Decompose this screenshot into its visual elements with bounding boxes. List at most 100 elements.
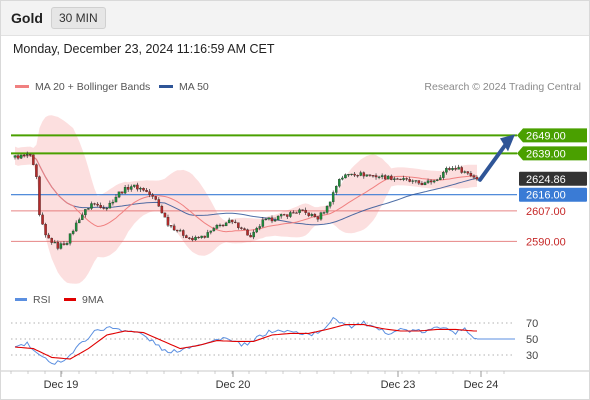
- timeframe-button[interactable]: 30 MIN: [51, 7, 106, 29]
- candle-body: [359, 172, 362, 176]
- candle-body: [270, 217, 274, 222]
- candle-body: [282, 214, 286, 216]
- x-tick-label: Dec 20: [216, 379, 251, 391]
- candle-body: [19, 154, 23, 159]
- candle-body: [466, 171, 470, 174]
- candle-body: [442, 172, 445, 178]
- candle-body: [151, 194, 154, 197]
- candle-body: [396, 178, 399, 180]
- candle-body: [206, 232, 210, 238]
- candle-body: [292, 212, 295, 214]
- x-tick-label: Dec 23: [381, 379, 416, 391]
- candle-body: [160, 205, 164, 214]
- candle-body: [463, 171, 467, 173]
- candle-body: [341, 177, 344, 180]
- candle-body: [84, 209, 87, 216]
- candle-body: [178, 230, 182, 232]
- candle-body: [166, 217, 170, 226]
- candle-body: [356, 175, 359, 177]
- level-labels-layer: 2649.00 2639.00 2624.86 2616.00 2607.00 2590.…: [517, 128, 587, 248]
- legend-9ma: 9MA: [64, 294, 104, 306]
- candle-body: [310, 214, 314, 216]
- candle-body: [286, 214, 289, 217]
- instrument-title: Gold: [11, 10, 43, 26]
- candle-body: [35, 164, 38, 177]
- candle-body: [41, 214, 44, 225]
- candle-body: [209, 230, 213, 233]
- candle-body: [368, 174, 372, 176]
- candle-body: [221, 224, 225, 227]
- rsi-ma9-line: [14, 324, 477, 360]
- candle-body: [417, 180, 421, 184]
- chart-header: Gold 30 MIN: [1, 1, 589, 36]
- candle-body: [38, 176, 41, 216]
- candle-body: [163, 212, 167, 218]
- candle-body: [47, 234, 50, 239]
- resistance-2-label: 2639.00: [526, 148, 566, 160]
- candle-body: [408, 179, 411, 182]
- candle-body: [335, 185, 338, 193]
- candle-body: [267, 217, 271, 220]
- candle-body: [371, 175, 375, 177]
- candle-body: [22, 154, 26, 156]
- candle-body: [319, 212, 323, 220]
- bollinger-band: [15, 115, 477, 284]
- candle-body: [377, 176, 381, 178]
- candle-body: [258, 226, 262, 229]
- candle-body: [188, 237, 191, 239]
- candle-body: [374, 175, 378, 178]
- candle-body: [380, 175, 384, 178]
- candle-body: [365, 174, 369, 177]
- candle-body: [111, 201, 115, 204]
- candle-body: [194, 236, 197, 241]
- candle-body: [432, 180, 436, 183]
- candle-body: [157, 199, 161, 207]
- candle-body: [182, 230, 185, 236]
- legend-ma50: MA 50: [159, 81, 209, 93]
- candle-body: [460, 167, 463, 173]
- candle-body: [126, 187, 130, 190]
- candle-body: [439, 177, 442, 180]
- candle-body: [322, 212, 326, 214]
- candle-body: [469, 173, 473, 176]
- candle-body: [289, 212, 292, 217]
- candle-body: [420, 183, 424, 186]
- rsi-level-label-30: 30: [526, 350, 538, 362]
- candle-body: [56, 242, 60, 249]
- candle-body: [252, 231, 255, 238]
- candle-body: [81, 214, 84, 220]
- chart-datetime: Monday, December 23, 2024 11:16:59 AM CE…: [13, 42, 275, 56]
- candle-body: [105, 208, 109, 210]
- candle-body: [203, 235, 206, 238]
- candle-body: [53, 242, 57, 244]
- candle-body: [13, 155, 17, 158]
- candle-body: [120, 191, 124, 194]
- candle-body: [29, 154, 32, 156]
- candle-body: [102, 207, 105, 209]
- candle-body: [237, 222, 240, 228]
- candle-body: [65, 243, 69, 245]
- support-2-label: 2590.00: [526, 236, 566, 248]
- candle-body: [215, 225, 219, 229]
- legend-ma20-label: MA 20 + Bollinger Bands: [35, 81, 151, 93]
- candle-body: [133, 184, 136, 187]
- candle-body: [475, 177, 479, 180]
- x-tick-label: Dec 19: [44, 379, 79, 391]
- candle-body: [62, 243, 66, 245]
- candle-body: [145, 190, 148, 192]
- candle-body: [362, 172, 366, 177]
- candle-body: [234, 221, 237, 223]
- forecast-arrow-layer: [478, 134, 515, 182]
- candle-body: [240, 227, 243, 229]
- candle-body: [472, 175, 476, 178]
- legend-ma20-bollinger: MA 20 + Bollinger Bands: [15, 81, 150, 93]
- rsi-panel: 70 50 30: [11, 316, 538, 365]
- candle-body: [130, 186, 133, 190]
- candle-body: [99, 205, 102, 208]
- ma20-line: [14, 155, 478, 233]
- candle-body: [175, 229, 179, 232]
- candle-body: [411, 180, 414, 182]
- candle-body: [25, 154, 29, 156]
- legend-rsi-swatch: [15, 297, 27, 301]
